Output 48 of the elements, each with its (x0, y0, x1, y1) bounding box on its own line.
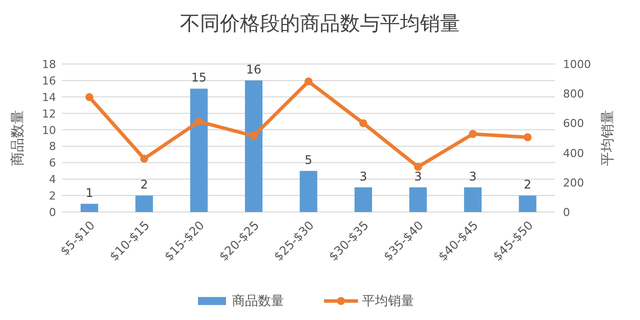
point (468, 130, 477, 138)
y2-tick-label: 600 (563, 117, 584, 130)
y-tick-label: 14 (42, 90, 56, 104)
point (250, 132, 258, 140)
bar (354, 187, 372, 212)
bar (464, 187, 482, 212)
y-tick-label: 10 (42, 124, 56, 137)
y2-tick-label: 200 (563, 176, 584, 190)
bar (409, 187, 427, 212)
chart-title: 不同价格段的商品数与平均销量 (180, 11, 460, 35)
y-tick-label: 16 (42, 74, 56, 88)
legend-label: 平均销量 (362, 294, 414, 309)
data-label: 2 (524, 178, 532, 192)
y2-tick-label: 800 (563, 88, 584, 101)
y-tick-label: 12 (42, 107, 56, 120)
y-axis-title: 商品数量 (10, 110, 26, 166)
point (304, 77, 312, 86)
data-label: 16 (246, 62, 262, 76)
legend-label: 商品数量 (232, 294, 284, 309)
y-tick-label: 6 (49, 156, 56, 170)
y-tick-label: 2 (49, 190, 56, 203)
bar (300, 170, 318, 212)
point (140, 154, 148, 163)
y2-tick-label: 400 (563, 146, 584, 160)
data-label: 5 (304, 152, 312, 167)
y2-tick-label: 1000 (563, 58, 591, 71)
y-tick-label: 0 (49, 206, 56, 219)
data-label: 3 (359, 169, 368, 184)
y-tick-label: 8 (49, 140, 56, 154)
data-label: 3 (414, 169, 422, 184)
point (359, 119, 368, 128)
bar (244, 80, 262, 212)
bar (135, 196, 153, 212)
point (524, 133, 532, 142)
bar (80, 204, 98, 212)
point (414, 162, 422, 171)
y2-tick-label: 0 (563, 206, 570, 219)
data-label: 3 (469, 169, 477, 184)
point (194, 118, 203, 126)
data-label: 15 (191, 70, 207, 85)
data-label: 1 (86, 186, 94, 200)
y-tick-label: 4 (49, 173, 56, 186)
y2-axis-title: 平均销量 (600, 110, 616, 166)
y-tick-label: 18 (42, 58, 56, 71)
point (85, 93, 94, 102)
bar (190, 88, 208, 212)
data-label: 2 (140, 178, 148, 192)
bar (518, 196, 536, 212)
